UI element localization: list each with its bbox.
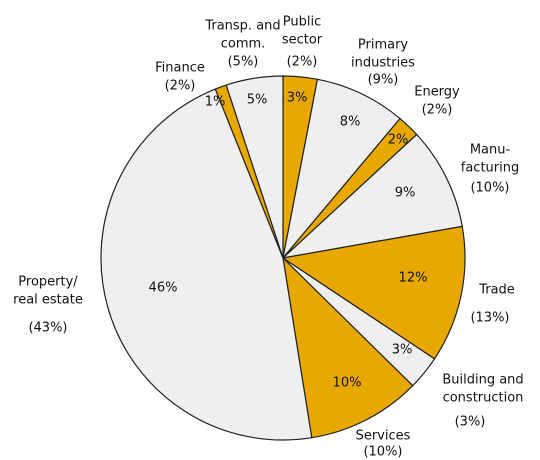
- secondary-label: (43%): [28, 321, 67, 336]
- category-label: Public: [283, 15, 321, 30]
- slice-label: 8%: [340, 115, 361, 130]
- secondary-label: (9%): [368, 73, 399, 88]
- category-label: comm.: [221, 37, 266, 52]
- category-label: Energy: [414, 85, 460, 100]
- category-label: Services: [356, 429, 411, 444]
- category-label: Finance: [155, 61, 205, 76]
- slice-label: 5%: [247, 93, 268, 108]
- secondary-label: (2%): [287, 55, 318, 70]
- category-label: sector: [282, 33, 323, 48]
- category-label: industries: [351, 56, 415, 71]
- pie-slice: [225, 75, 284, 259]
- category-label: Building and: [442, 373, 523, 388]
- category-label: Manu-: [470, 143, 511, 158]
- slice-label: 3%: [287, 91, 308, 106]
- pie-slice: [281, 78, 401, 261]
- secondary-label: (2%): [422, 103, 453, 118]
- category-label: Trade: [478, 283, 515, 298]
- slice-label: 3%: [392, 343, 413, 358]
- slice-label: 12%: [399, 271, 428, 286]
- category-label: construction: [443, 391, 524, 406]
- category-label: Property/: [18, 275, 78, 290]
- pie-slice: [281, 225, 466, 360]
- secondary-label: (5%): [228, 55, 259, 70]
- slice-label: 46%: [149, 281, 178, 296]
- category-label: facturing: [461, 161, 519, 176]
- secondary-label: (10%): [363, 445, 402, 460]
- category-label: Primary: [358, 38, 409, 53]
- slice-label: 9%: [395, 186, 416, 201]
- secondary-label: (13%): [470, 311, 509, 326]
- pie-slice: [281, 133, 463, 259]
- pie-slice: [282, 256, 414, 439]
- category-label: real estate: [13, 293, 83, 308]
- slice-label: 2%: [388, 133, 409, 148]
- pie-slice: [100, 88, 313, 441]
- secondary-label: (10%): [470, 181, 509, 196]
- secondary-label: (2%): [165, 79, 196, 94]
- category-label: Transp. and: [204, 19, 280, 34]
- secondary-label: (3%): [455, 415, 486, 430]
- slice-label: 10%: [333, 376, 362, 391]
- slice-label: 1%: [205, 95, 226, 110]
